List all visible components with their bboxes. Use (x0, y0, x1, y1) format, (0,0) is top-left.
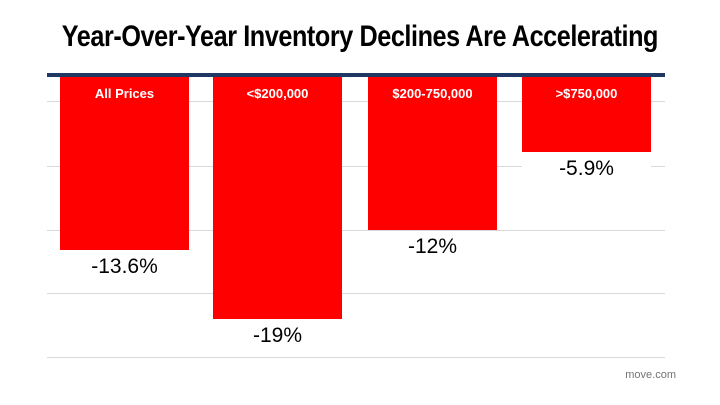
bar-value-label: -5.9% (522, 157, 651, 181)
bar-value-label: -12% (368, 235, 497, 259)
plot-area: All Prices -13.6% <$200,000 -19% $200-750,00… (47, 73, 665, 359)
bar-value-label: -13.6% (60, 255, 189, 279)
gridline (47, 357, 665, 358)
bar-category-label: $200-750,000 (392, 86, 473, 101)
zero-axis-line (47, 73, 665, 77)
gridline (47, 293, 665, 294)
chart-title: Year-Over-Year Inventory Declines Are Ac… (0, 20, 720, 54)
chart-title-text: Year-Over-Year Inventory Declines Are Ac… (61, 20, 659, 53)
bar: >$750,000 (522, 77, 651, 152)
bar-value-label: -19% (213, 324, 342, 348)
bar: $200-750,000 (368, 77, 497, 230)
bar: <$200,000 (213, 77, 342, 319)
bar-category-label: >$750,000 (555, 86, 618, 101)
bar: All Prices (60, 77, 189, 250)
source-attribution: move.com (625, 369, 676, 381)
bar-category-label: All Prices (94, 86, 155, 101)
bar-category-label: <$200,000 (246, 86, 309, 101)
gridline (47, 101, 665, 102)
gridline (47, 166, 665, 167)
gridline (47, 230, 665, 231)
